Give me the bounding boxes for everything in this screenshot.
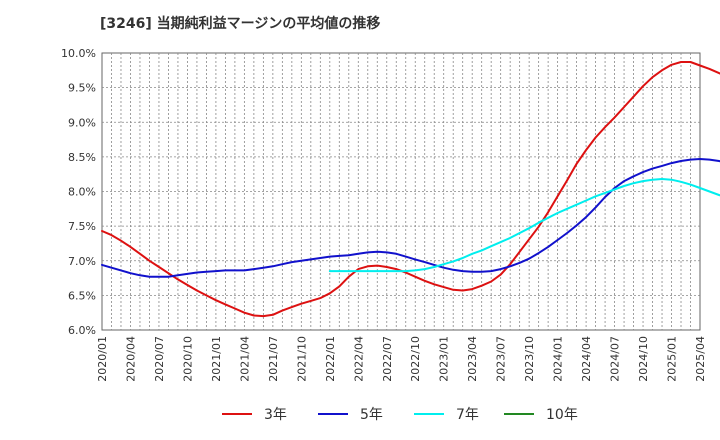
series-line-5年	[101, 158, 720, 278]
y-axis-ticks: 6.0% 6.5% 7.0% 7.5% 8.0% 8.5% 9.0% 9.5% 10.0%	[61, 47, 96, 337]
y-tick-label: 6.5%	[68, 289, 96, 302]
x-tick-label: 2023/01	[438, 336, 451, 382]
x-tick-label: 2025/04	[694, 336, 707, 382]
y-tick-label: 6.0%	[68, 324, 96, 337]
series-line-7年	[328, 178, 720, 273]
y-tick-label: 9.0%	[68, 116, 96, 129]
x-tick-label: 2023/07	[495, 336, 508, 382]
legend-label: 7年	[456, 407, 479, 423]
x-tick-label: 2021/01	[210, 336, 223, 382]
y-tick-label: 8.5%	[68, 151, 96, 164]
chart-title: [3246] 当期純利益マージンの平均値の推移	[100, 15, 380, 32]
x-tick-label: 2024/10	[637, 336, 650, 382]
x-tick-label: 2024/04	[580, 336, 593, 382]
series-line-3年	[101, 61, 720, 318]
y-tick-label: 8.0%	[68, 186, 96, 199]
x-tick-label: 2024/01	[552, 336, 565, 382]
x-tick-label: 2020/04	[124, 336, 137, 382]
y-tick-label: 9.5%	[68, 82, 96, 95]
x-tick-label: 2020/10	[181, 336, 194, 382]
grid	[101, 52, 701, 331]
x-tick-label: 2021/07	[267, 336, 280, 382]
x-tick-label: 2022/04	[352, 336, 365, 382]
x-tick-label: 2020/01	[96, 336, 109, 382]
x-tick-label: 2023/04	[466, 336, 479, 382]
x-tick-label: 2021/04	[238, 336, 251, 382]
x-axis-ticks: 2020/01 2020/04 2020/07 2020/10 2021/01 2021/…	[96, 336, 707, 382]
x-tick-label: 2022/10	[409, 336, 422, 382]
y-tick-label: 10.0%	[61, 47, 96, 60]
legend-label: 5年	[360, 407, 383, 423]
y-tick-label: 7.5%	[68, 220, 96, 233]
x-tick-label: 2022/01	[324, 336, 337, 382]
x-tick-label: 2022/07	[381, 336, 394, 382]
legend-label: 10年	[546, 407, 578, 423]
x-tick-label: 2023/10	[523, 336, 536, 382]
y-tick-label: 7.0%	[68, 255, 96, 268]
x-tick-label: 2021/10	[295, 336, 308, 382]
x-tick-label: 2020/07	[153, 336, 166, 382]
legend: 3年 5年 7年 10年	[222, 407, 578, 423]
series-lines	[101, 61, 720, 318]
legend-label: 3年	[264, 407, 287, 423]
x-tick-label: 2025/01	[666, 336, 679, 382]
x-tick-label: 2024/07	[609, 336, 622, 382]
